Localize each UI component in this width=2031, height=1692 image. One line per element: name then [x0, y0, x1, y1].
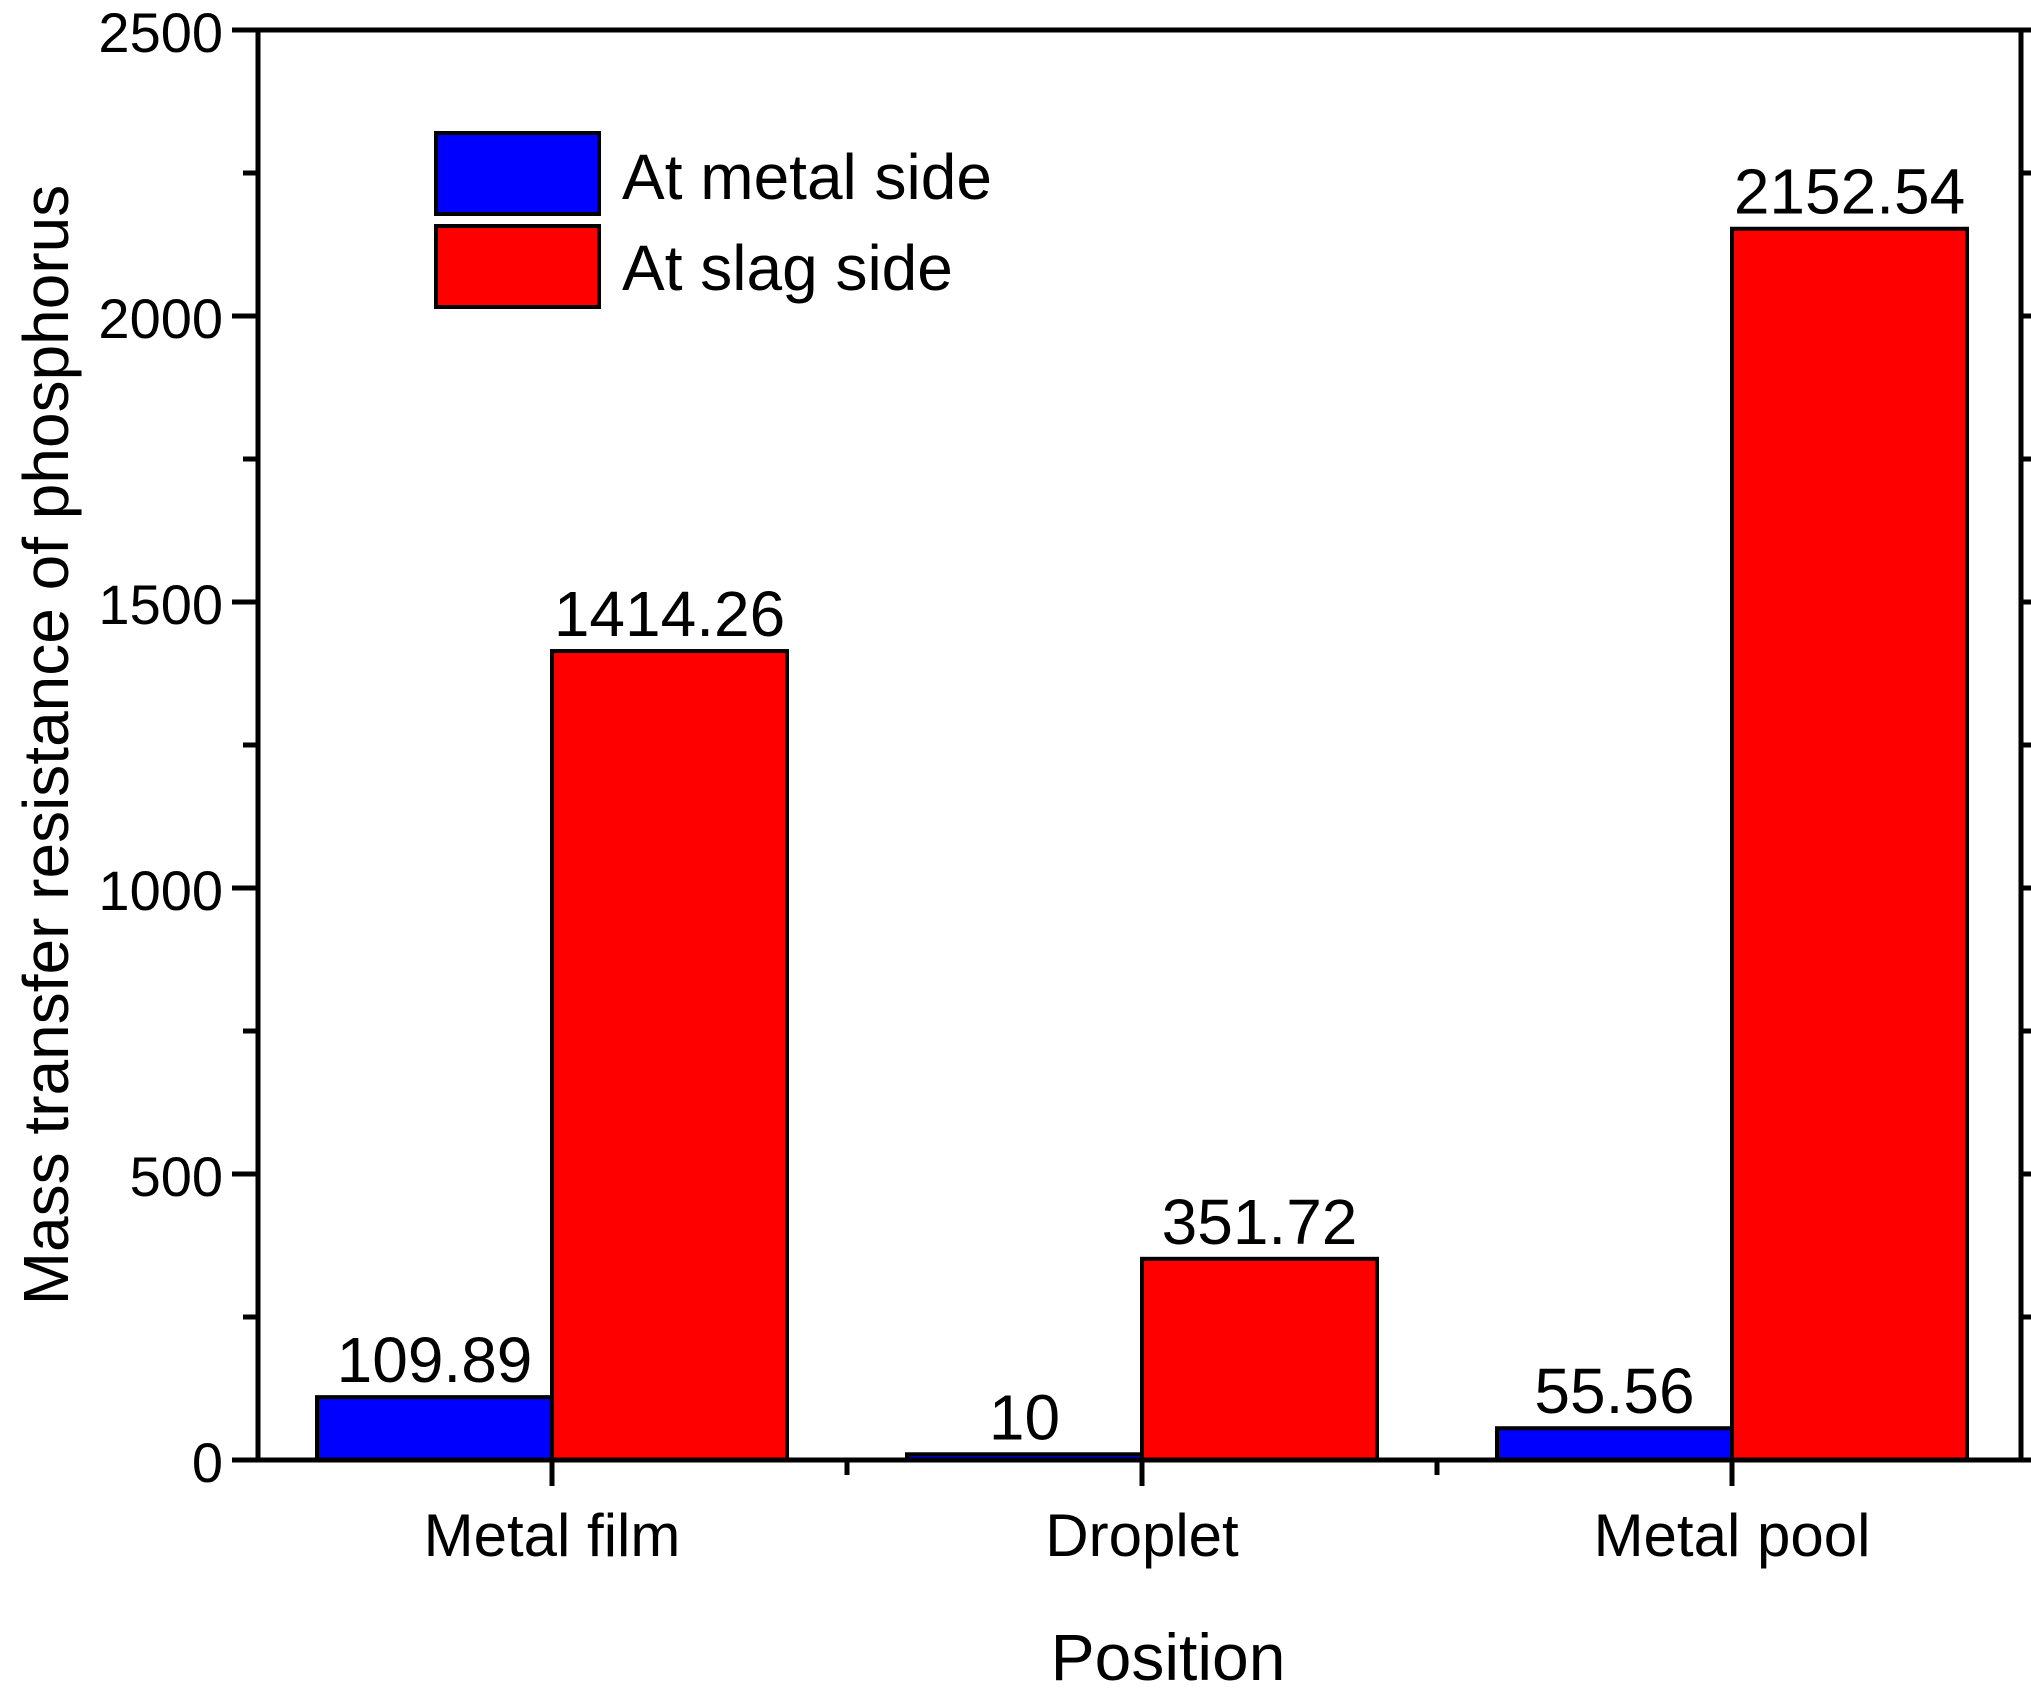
y-tick-label: 2000: [98, 287, 223, 350]
bar-slag-side-1: [1140, 1256, 1379, 1462]
legend-label-metal-side: At metal side: [622, 141, 992, 213]
legend-swatch-slag-side: [434, 224, 601, 309]
data-label-slag-side-0: 1414.26: [554, 578, 785, 650]
y-tick-label: 500: [130, 1145, 223, 1208]
bar-slag-side-0: [550, 649, 789, 1462]
y-tick-label: 0: [192, 1431, 223, 1494]
legend: At metal side At slag side: [434, 131, 992, 309]
x-axis-title: Position: [1051, 1620, 1286, 1692]
x-tick-label: Metal film: [424, 1502, 681, 1569]
value-labels: 109.89 1414.26 10 351.72 55.56 2152.54: [337, 156, 1966, 1454]
y-tick-label: 1500: [98, 573, 223, 636]
x-tick-label: Droplet: [1045, 1502, 1239, 1569]
legend-label-slag-side: At slag side: [622, 232, 953, 304]
y-tick-label: 1000: [98, 859, 223, 922]
data-label-slag-side-2: 2152.54: [1734, 156, 1965, 228]
data-label-metal-side-1: 10: [989, 1381, 1060, 1453]
x-tick-label: Metal pool: [1594, 1502, 1871, 1569]
y-tick-label: 2500: [98, 1, 223, 64]
bar-metal-side-2: [1495, 1426, 1734, 1463]
bar-metal-side-0: [315, 1395, 554, 1463]
y-axis-title: Mass transfer resistance of phosphorus: [10, 185, 82, 1306]
bars: [315, 226, 1969, 1463]
y-ticks: 0 500 1000 1500 2000 2500: [98, 1, 2031, 1494]
data-label-metal-side-0: 109.89: [337, 1324, 533, 1396]
legend-swatch-metal-side: [434, 131, 601, 216]
x-ticks: Metal film Droplet Metal pool: [424, 1460, 1871, 1569]
data-label-metal-side-2: 55.56: [1534, 1355, 1694, 1427]
data-label-slag-side-1: 351.72: [1162, 1186, 1358, 1258]
bar-slag-side-2: [1730, 226, 1969, 1463]
